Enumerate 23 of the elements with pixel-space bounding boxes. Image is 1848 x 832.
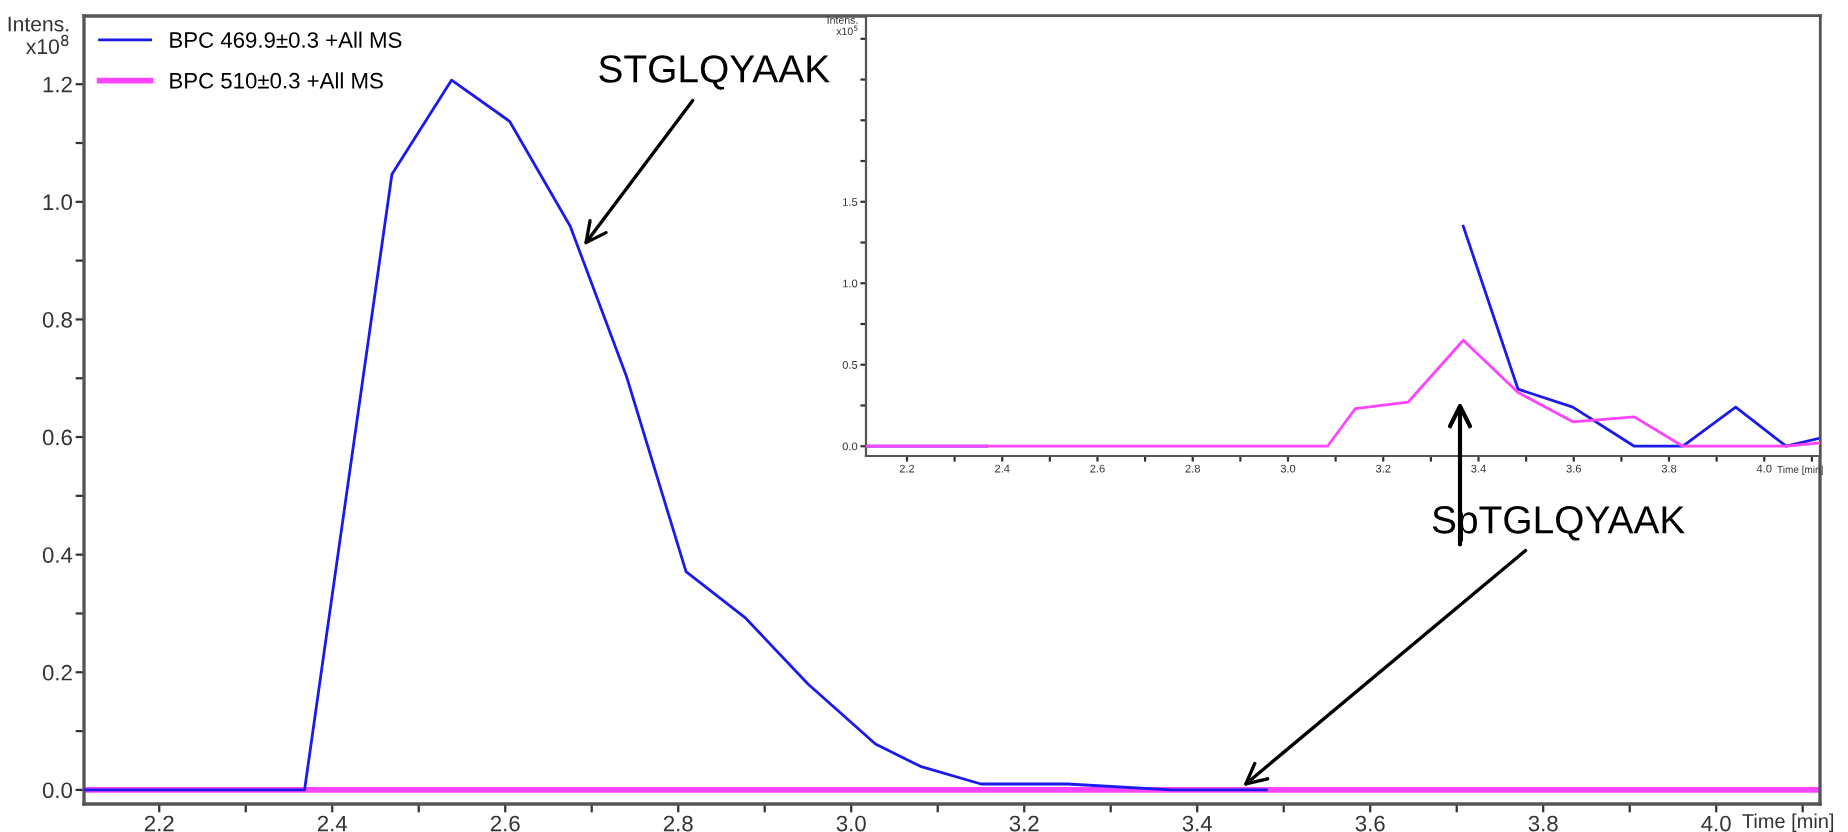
y-tick-label: 1.2 bbox=[43, 76, 72, 93]
y-tick-label: 0.2 bbox=[42, 664, 72, 681]
line-series bbox=[866, 338, 1820, 448]
y-tick-label: 0.0 bbox=[42, 782, 73, 799]
x-tick-label: 4.0 bbox=[1701, 815, 1731, 832]
x-tick-label: 2.8 bbox=[663, 815, 693, 832]
x-tick-label: 3.2 bbox=[1009, 815, 1039, 832]
x-tick-label: 3.0 bbox=[836, 815, 866, 832]
y-tick-label: 0.4 bbox=[42, 547, 73, 563]
annotation: STGLQYAAK bbox=[599, 55, 830, 90]
x-tick-label: 3.8 bbox=[1528, 815, 1558, 832]
x-tick-label: 2.6 bbox=[490, 815, 520, 832]
x-tick-label: 3.6 bbox=[1355, 815, 1385, 832]
x-axis-title: Time [min] bbox=[1742, 813, 1834, 832]
y-tick-label: 1.0 bbox=[43, 194, 73, 211]
x-tick-label: 2.2 bbox=[144, 815, 174, 832]
y-tick-label: 0.6 bbox=[42, 429, 72, 446]
y-axis-title: Intens. x10$^{8}$ bbox=[8, 16, 69, 55]
legend-label: BPC 510±0.3 +All MS bbox=[170, 72, 383, 89]
y-tick-label: 0.8 bbox=[42, 311, 72, 328]
x-tick-label: 2.4 bbox=[317, 815, 348, 832]
legend-label: BPC 469.9±0.3 +All MS bbox=[170, 31, 402, 48]
x-tick-label: 3.4 bbox=[1182, 815, 1213, 832]
